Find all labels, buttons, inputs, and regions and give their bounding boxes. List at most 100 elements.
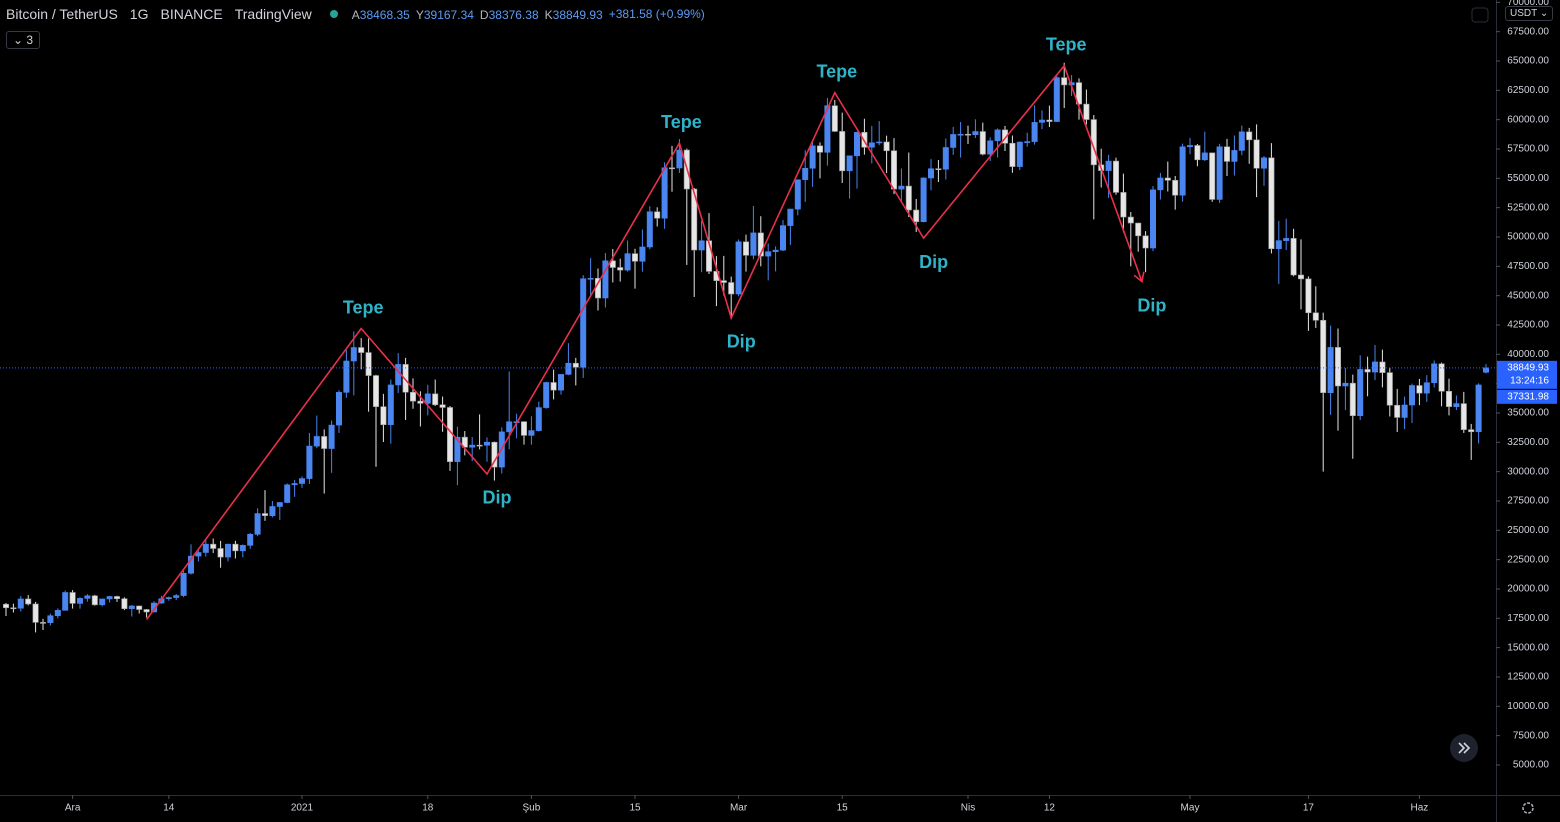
- candle-body: [1379, 361, 1386, 373]
- ohlc-key: A: [351, 8, 360, 22]
- candle-body: [853, 132, 860, 157]
- candle-body: [1290, 238, 1297, 276]
- x-tick-label: 15: [629, 803, 641, 814]
- candle-body: [114, 596, 121, 600]
- candle-body: [269, 506, 276, 516]
- candle-body: [543, 382, 550, 408]
- y-tick-label: 52500.00: [1507, 202, 1549, 213]
- ohlc-value: 39167.34: [423, 8, 474, 22]
- candle-body: [1150, 189, 1157, 249]
- candle-body: [91, 595, 98, 606]
- candle-body: [439, 404, 446, 408]
- candle-body: [720, 280, 727, 283]
- candle-body: [1231, 150, 1238, 162]
- x-tick-label: 14: [163, 803, 175, 814]
- candle-body: [1298, 274, 1305, 280]
- zigzag-label: Tepe: [343, 297, 384, 317]
- candle-body: [565, 362, 572, 375]
- x-tick-label: Mar: [730, 803, 748, 814]
- candle-body: [165, 597, 172, 600]
- candle-body: [1401, 404, 1408, 418]
- indicator-toggle[interactable]: ⌄ 3: [6, 31, 41, 49]
- y-tick-label: 32500.00: [1507, 437, 1549, 448]
- candle-body: [232, 543, 239, 552]
- candle-body: [54, 610, 61, 617]
- y-tick-label: 15000.00: [1507, 642, 1549, 653]
- candle-body: [350, 347, 357, 362]
- x-tick-label: Şub: [523, 803, 541, 814]
- scroll-icon: [1458, 742, 1471, 754]
- candle-body: [1275, 240, 1282, 250]
- candle-body: [1253, 139, 1260, 169]
- candle-body: [106, 596, 113, 600]
- y-tick-label: 57500.00: [1507, 144, 1549, 155]
- candles: [2, 62, 1490, 633]
- candle-body: [121, 598, 128, 609]
- candle-body: [979, 131, 986, 155]
- candle-body: [787, 208, 794, 226]
- y-tick-label: 30000.00: [1507, 466, 1549, 477]
- candle-body: [1046, 119, 1053, 122]
- x-tick-label: Nis: [961, 803, 975, 814]
- candle-body: [1164, 177, 1171, 181]
- candle-body: [128, 605, 135, 609]
- zigzag-label: Tepe: [816, 61, 857, 81]
- x-tick-label: Ara: [65, 803, 81, 814]
- candle-body: [1209, 152, 1216, 200]
- y-tick-label: 17500.00: [1507, 613, 1549, 624]
- candle-body: [942, 147, 949, 170]
- candle-body: [639, 246, 646, 262]
- candle-body: [25, 598, 32, 605]
- candle-body: [1076, 82, 1083, 105]
- zigzag-label: Tepe: [1046, 34, 1087, 54]
- candle-body: [809, 145, 816, 169]
- y-tick-label: 62500.00: [1507, 85, 1549, 96]
- zigzag-label: Tepe: [661, 112, 702, 132]
- candle-body: [779, 225, 786, 251]
- candle-body: [321, 436, 328, 449]
- candle-body: [691, 188, 698, 251]
- candle-body: [202, 543, 209, 553]
- candle-body: [180, 572, 187, 596]
- ohlc-item: Y39167.34: [416, 8, 474, 22]
- settings-icon[interactable]: [1522, 802, 1534, 814]
- candle-body: [291, 483, 298, 486]
- candle-body: [1001, 129, 1008, 144]
- candle-body: [1135, 222, 1142, 237]
- currency-select[interactable]: USDT ⌄: [1505, 6, 1554, 21]
- candle-body: [617, 267, 624, 271]
- candle-body: [380, 406, 387, 426]
- source: TradingView: [234, 6, 312, 22]
- candle-body: [17, 598, 24, 609]
- candle-body: [188, 555, 195, 574]
- candle-body: [587, 277, 594, 280]
- candle-body: [335, 392, 342, 426]
- candle-body: [99, 598, 106, 606]
- candle-body: [1083, 103, 1090, 120]
- y-tick-label: 50000.00: [1507, 232, 1549, 243]
- candle-body: [1446, 390, 1453, 407]
- change: +381.58 (+0.99%): [608, 7, 705, 21]
- candle-body: [1438, 363, 1445, 392]
- y-tick-label: 45000.00: [1507, 290, 1549, 301]
- candle-body: [1187, 145, 1194, 148]
- zigzag-label: Dip: [1137, 295, 1166, 315]
- candle-body: [750, 232, 757, 256]
- screenshot-icon[interactable]: [1471, 7, 1489, 23]
- candle-body: [1483, 367, 1490, 373]
- candle-body: [1127, 216, 1134, 224]
- candle-body: [276, 502, 283, 507]
- y-tick-label: 35000.00: [1507, 408, 1549, 419]
- candle-body: [47, 615, 54, 623]
- candle-body: [402, 364, 409, 393]
- candle-body: [1053, 77, 1060, 122]
- exchange: BINANCE: [160, 6, 223, 22]
- candle-body: [1201, 152, 1208, 161]
- candle-body: [602, 260, 609, 299]
- candle-body: [520, 421, 527, 436]
- candle-body: [535, 407, 542, 431]
- x-tick-label: 2021: [291, 803, 314, 814]
- candle-body: [151, 602, 158, 613]
